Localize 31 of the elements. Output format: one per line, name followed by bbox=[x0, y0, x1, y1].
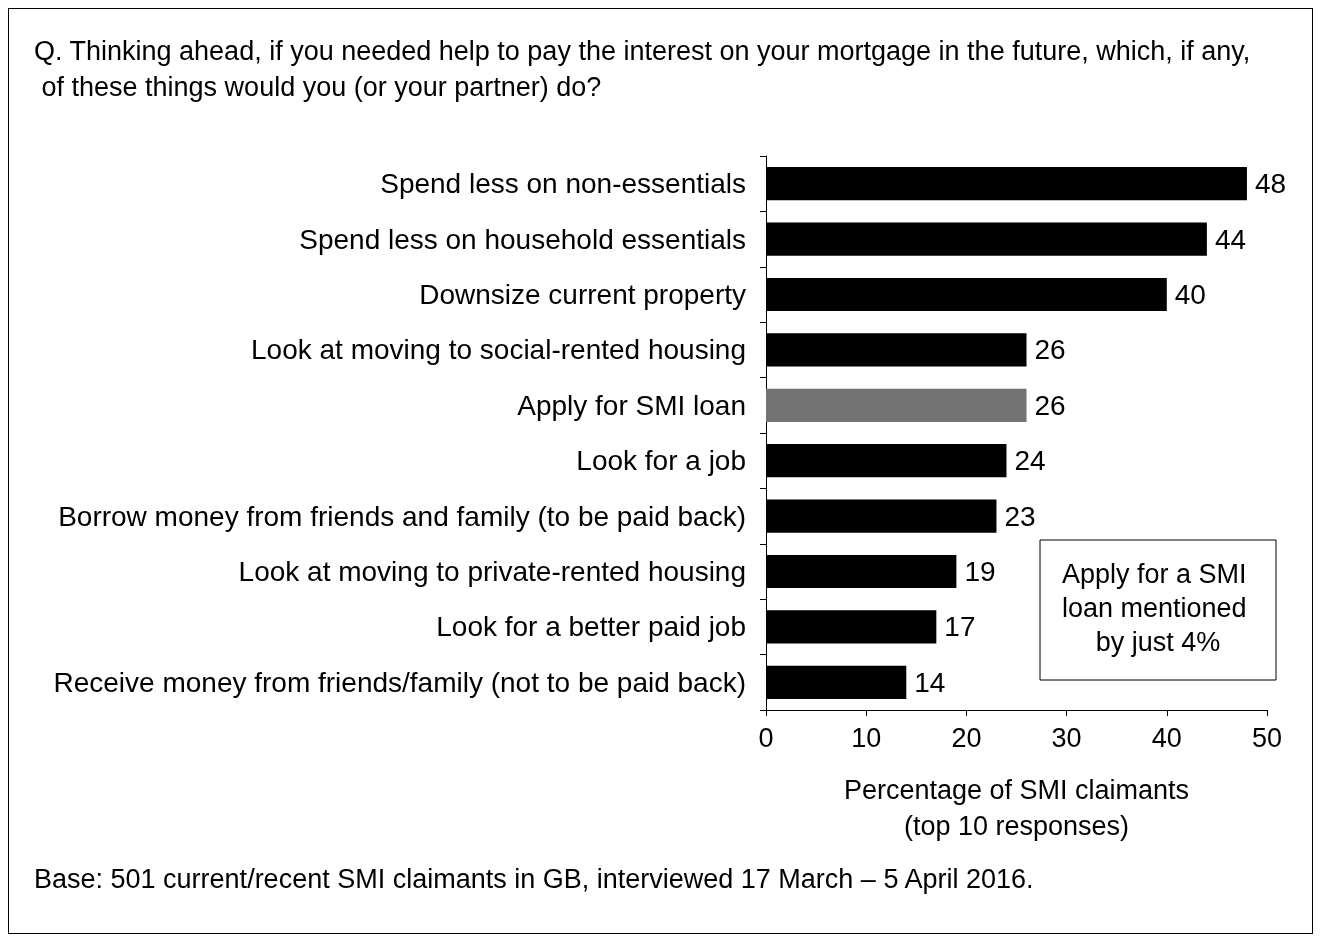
data-label: 26 bbox=[1034, 334, 1066, 366]
y-tick-label: Look for a job bbox=[576, 445, 746, 477]
y-tick-label: Apply for SMI loan bbox=[517, 389, 746, 421]
y-tick-label: Spend less on household essentials bbox=[299, 223, 746, 255]
y-tick-label: Look at moving to social-rented housing bbox=[251, 334, 746, 366]
annotation: Apply for a SMI loan mentioned by just 4% bbox=[1061, 559, 1255, 657]
x-tick-label: 30 bbox=[1051, 722, 1082, 753]
chart-title: Q. Thinking ahead, if you needed help to pay the interest on your mortgage in the future, which, if any, of these things would you (or your partner) do? bbox=[34, 36, 1251, 102]
x-tick-label: 50 bbox=[1251, 722, 1283, 753]
data-label: 17 bbox=[944, 611, 976, 643]
data-label: 26 bbox=[1034, 389, 1066, 421]
x-tick-label: 20 bbox=[951, 722, 982, 753]
data-label: 44 bbox=[1214, 223, 1247, 255]
y-tick-label: Borrow money from friends and family (to be paid back) bbox=[58, 500, 746, 532]
y-tick-label: Downsize current property bbox=[419, 279, 746, 310]
data-label: 24 bbox=[1014, 445, 1046, 477]
x-axis-title: Percentage of SMI claimants (top 10 responses) bbox=[843, 775, 1190, 841]
data-label: 40 bbox=[1174, 279, 1206, 310]
y-tick-label: Look at moving to private-rented housing bbox=[238, 556, 746, 587]
data-label: 14 bbox=[914, 666, 946, 698]
data-label: 48 bbox=[1254, 168, 1287, 200]
x-tick-label: 40 bbox=[1151, 722, 1182, 753]
data-label: 23 bbox=[1004, 500, 1036, 532]
y-tick-label: Spend less on non-essentials bbox=[380, 168, 746, 200]
text: Base: 501 current/recent SMI claimants in GB, interviewed 17 March – 5 April 2016. bbox=[34, 864, 1034, 894]
bar bbox=[766, 388, 1027, 422]
x-tick-label: 10 bbox=[851, 722, 882, 753]
data-label: 19 bbox=[964, 556, 996, 587]
x-tick-label: 0 bbox=[758, 722, 774, 753]
y-tick-label: Look for a better paid job bbox=[436, 611, 746, 643]
y-tick-label: Receive money from friends/family (not to be paid back) bbox=[53, 666, 746, 698]
